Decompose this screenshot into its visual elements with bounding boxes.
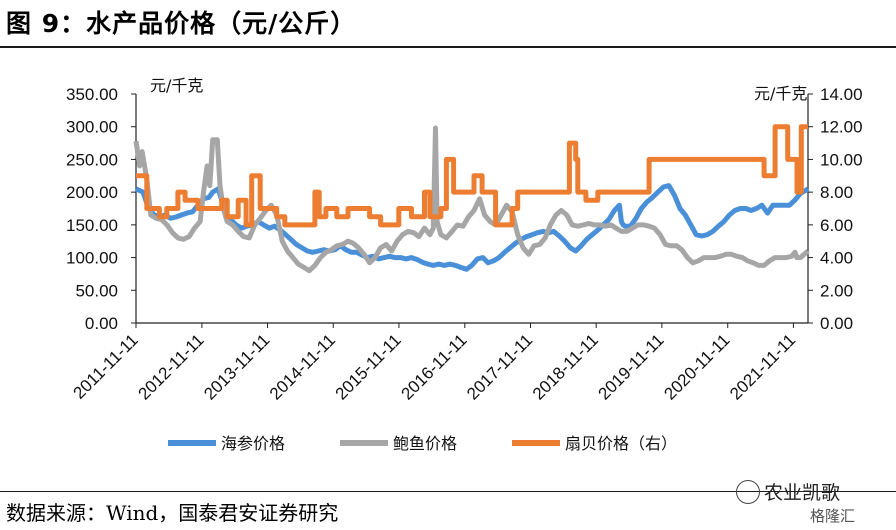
x-tick-label: 2017-11-11 bbox=[463, 330, 536, 403]
x-tick-label: 2019-11-11 bbox=[595, 330, 668, 403]
right-tick-label: 12.00 bbox=[820, 118, 863, 137]
right-tick-label: 14.00 bbox=[820, 85, 863, 104]
x-tick-label: 2012-11-11 bbox=[135, 330, 208, 403]
right-tick-label: 6.00 bbox=[820, 216, 853, 235]
legend: 海参价格 鲍鱼价格 扇贝价格（右） bbox=[168, 434, 677, 453]
left-tick-label: 150.00 bbox=[66, 216, 118, 235]
left-axis-ticks: 0.00 50.00 100.00 150.00 200.00 250.00 300.00 3… bbox=[66, 85, 136, 333]
x-tick-label: 2015-11-11 bbox=[332, 330, 405, 403]
source-rule bbox=[0, 491, 896, 492]
right-tick-label: 10.00 bbox=[820, 150, 863, 169]
watermark-secondary: 格隆汇 bbox=[810, 507, 856, 525]
wechat-icon bbox=[736, 479, 760, 504]
legend-label-sea-cucumber: 海参价格 bbox=[221, 434, 285, 453]
right-tick-label: 2.00 bbox=[820, 281, 853, 300]
x-tick-label: 2016-11-11 bbox=[397, 330, 470, 403]
left-tick-label: 0.00 bbox=[85, 314, 118, 333]
x-tick-label: 2013-11-11 bbox=[200, 330, 273, 403]
right-tick-label: 0.00 bbox=[820, 314, 853, 333]
series-layer bbox=[133, 124, 810, 274]
legend-label-scallop: 扇贝价格（右） bbox=[565, 434, 677, 453]
x-axis-ticks: 2011-11-112012-11-112013-11-112014-11-11… bbox=[70, 323, 799, 404]
left-tick-label: 350.00 bbox=[66, 85, 118, 104]
plot-area bbox=[135, 94, 809, 324]
left-unit-label: 元/千克 bbox=[150, 76, 203, 95]
right-unit-label: 元/千克 bbox=[754, 84, 807, 103]
chart-svg: 0.00 50.00 100.00 150.00 200.00 250.00 300.00 3… bbox=[66, 76, 863, 453]
left-tick-label: 100.00 bbox=[66, 249, 118, 268]
series-scallop bbox=[136, 124, 808, 228]
left-tick-label: 50.00 bbox=[75, 281, 118, 300]
figure-title: 图 9：水产品价格（元/公斤） bbox=[6, 9, 357, 38]
right-tick-label: 4.00 bbox=[820, 249, 853, 268]
x-tick-label: 2014-11-11 bbox=[266, 330, 339, 403]
right-axis-ticks: 0.00 2.00 4.00 6.00 8.00 10.00 12.00 14.00 bbox=[808, 85, 863, 333]
x-tick-label: 2020-11-11 bbox=[660, 330, 733, 403]
left-tick-label: 300.00 bbox=[66, 118, 118, 137]
left-tick-label: 200.00 bbox=[66, 183, 118, 202]
series-abalone bbox=[133, 125, 810, 274]
source-note: 数据来源：Wind，国泰君安证券研究 bbox=[6, 501, 339, 525]
legend-label-abalone: 鲍鱼价格 bbox=[393, 434, 457, 453]
left-tick-label: 250.00 bbox=[66, 150, 118, 169]
right-tick-label: 8.00 bbox=[820, 183, 853, 202]
title-rule bbox=[0, 46, 896, 48]
watermark-text: 农业凯歌 bbox=[764, 482, 841, 504]
x-tick-label: 2018-11-11 bbox=[529, 330, 602, 403]
watermark: 农业凯歌 bbox=[736, 478, 840, 506]
x-tick-label: 2021-11-11 bbox=[726, 330, 799, 403]
x-tick-label: 2011-11-11 bbox=[70, 330, 142, 402]
